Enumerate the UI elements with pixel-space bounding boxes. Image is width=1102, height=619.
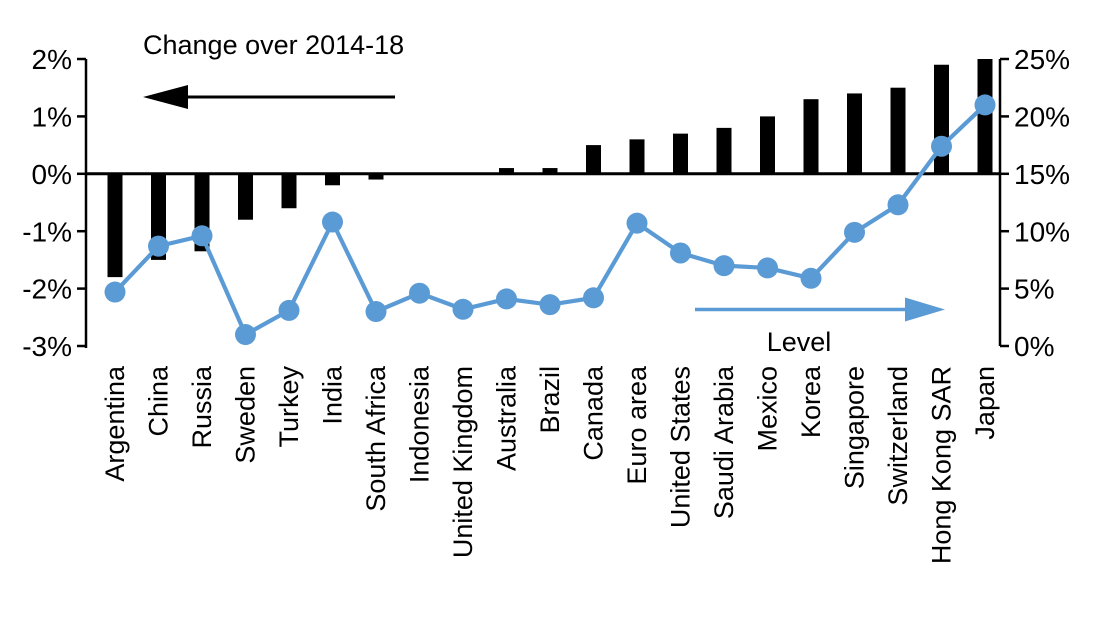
x-label-turkey: Turkey <box>274 366 304 448</box>
marker-japan <box>974 94 996 116</box>
x-label-text: Turkey <box>274 366 304 448</box>
x-label-argentina: Argentina <box>100 365 130 482</box>
x-label-text: Switzerland <box>883 366 913 506</box>
x-label-hong-kong-sar: Hong Kong SAR <box>927 366 957 564</box>
left-axis-tick-label: 0% <box>32 159 72 190</box>
marker-sweden <box>235 324 256 346</box>
x-label-text: Singapore <box>840 366 870 489</box>
x-label-text: Sweden <box>231 366 261 464</box>
marker-korea <box>800 267 822 289</box>
marker-mexico <box>757 257 778 279</box>
marker-united-kingdom <box>452 298 474 320</box>
x-label-text: Euro area <box>622 365 652 485</box>
x-label-russia: Russia <box>187 365 217 449</box>
marker-china <box>148 235 169 257</box>
left-axis-tick-label: -3% <box>22 331 72 362</box>
left-axis-tick-label: 1% <box>32 101 72 132</box>
right-axis-tick-label: 25% <box>1014 44 1070 75</box>
bar-argentina <box>107 173 123 278</box>
left-axis-tick-label: -2% <box>22 274 72 305</box>
marker-switzerland <box>887 194 909 216</box>
right-arrow-icon <box>905 297 945 322</box>
bar-euro-area <box>629 139 645 174</box>
bar-turkey <box>281 173 297 209</box>
x-label-text: China <box>144 365 174 437</box>
marker-australia <box>496 288 517 310</box>
x-label-text: India <box>318 365 348 425</box>
x-label-text: Indonesia <box>405 365 435 483</box>
x-label-text: Canada <box>579 365 609 461</box>
marker-india <box>322 211 343 233</box>
x-label-korea: Korea <box>796 365 826 438</box>
x-label-south-africa: South Africa <box>361 365 391 512</box>
x-label-text: Australia <box>492 365 522 471</box>
x-label-switzerland: Switzerland <box>883 366 913 506</box>
right-axis-tick-label: 20% <box>1014 101 1070 132</box>
left-axis-tick-label: 2% <box>32 44 72 75</box>
marker-saudi-arabia <box>713 255 735 277</box>
right-axis-tick-label: 5% <box>1014 274 1054 305</box>
x-label-mexico: Mexico <box>753 366 783 452</box>
bar-australia <box>499 168 514 174</box>
x-label-text: Russia <box>187 365 217 449</box>
x-label-text: Hong Kong SAR <box>927 366 957 564</box>
bar-singapore <box>847 93 862 174</box>
right-axis-tick-label: 0% <box>1014 331 1054 362</box>
x-label-saudi-arabia: Saudi Arabia <box>709 365 739 519</box>
x-label-china: China <box>144 365 174 437</box>
x-label-australia: Australia <box>492 365 522 471</box>
right-axis-tick-label: 10% <box>1014 216 1070 247</box>
bar-korea <box>803 99 819 174</box>
x-label-text: Japan <box>970 366 1000 440</box>
bar-sweden <box>238 173 253 220</box>
bar-japan <box>977 59 993 174</box>
marker-russia <box>191 225 213 247</box>
marker-canada <box>583 287 604 309</box>
bar-hong-kong-sar <box>934 64 949 174</box>
bar-india <box>325 173 340 186</box>
x-label-singapore: Singapore <box>840 366 870 489</box>
marker-turkey <box>278 299 300 321</box>
x-label-japan: Japan <box>970 366 1000 440</box>
marker-united-states <box>670 242 691 264</box>
marker-indonesia <box>409 282 430 304</box>
x-label-sweden: Sweden <box>231 366 261 464</box>
bar-saudi-arabia <box>716 127 732 174</box>
marker-euro-area <box>626 212 648 234</box>
x-label-united-states: United States <box>666 366 696 528</box>
x-label-india: India <box>318 365 348 425</box>
x-label-text: South Africa <box>361 365 391 512</box>
x-label-united-kingdom: United Kingdom <box>448 366 478 558</box>
marker-brazil <box>539 294 561 316</box>
x-label-text: Argentina <box>100 365 130 482</box>
bar-switzerland <box>890 87 906 174</box>
left-axis-tick-label: -1% <box>22 216 72 247</box>
marker-singapore <box>844 221 865 243</box>
bar-brazil <box>542 168 558 174</box>
x-label-euro-area: Euro area <box>622 365 652 485</box>
x-label-canada: Canada <box>579 365 609 461</box>
x-label-text: Mexico <box>753 366 783 452</box>
x-label-text: United States <box>666 366 696 528</box>
marker-argentina <box>104 281 126 303</box>
x-label-brazil: Brazil <box>535 366 565 434</box>
bar-mexico <box>760 116 775 174</box>
bar-united-states <box>673 133 688 174</box>
x-label-text: Korea <box>796 365 826 438</box>
bar-south-africa <box>368 173 384 180</box>
level-annotation-label: Level <box>767 327 832 357</box>
change-annotation-label: Change over 2014-18 <box>143 30 404 60</box>
bar-canada <box>586 145 601 174</box>
x-label-indonesia: Indonesia <box>405 365 435 483</box>
x-label-text: Saudi Arabia <box>709 365 739 519</box>
right-axis-tick-label: 15% <box>1014 159 1070 190</box>
marker-hong-kong-sar <box>931 135 952 157</box>
marker-south-africa <box>365 301 387 323</box>
x-label-text: Brazil <box>535 366 565 434</box>
x-label-text: United Kingdom <box>448 366 478 558</box>
left-arrow-icon <box>143 85 188 109</box>
